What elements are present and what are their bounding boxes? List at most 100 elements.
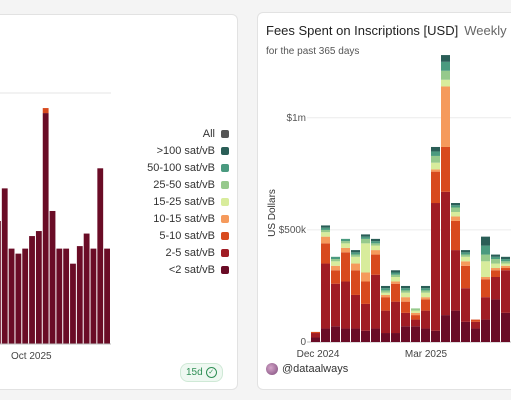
bar-segment[interactable]: [421, 285, 430, 289]
bar-segment[interactable]: [391, 274, 400, 277]
bar-segment[interactable]: [451, 310, 460, 342]
legend-item[interactable]: >100 sat/vB: [147, 142, 229, 159]
legend-item[interactable]: 10-15 sat/vB: [147, 210, 229, 227]
bar-segment[interactable]: [331, 270, 340, 284]
bar-segment[interactable]: [331, 283, 340, 327]
bar-segment[interactable]: [411, 326, 420, 342]
bar-segment[interactable]: [431, 162, 440, 170]
bar-segment[interactable]: [361, 238, 370, 244]
bar-segment[interactable]: [331, 326, 340, 342]
bar-segment[interactable]: [491, 254, 500, 257]
bar-segment[interactable]: [371, 245, 380, 251]
bar-segment[interactable]: [371, 328, 380, 342]
bar-segment[interactable]: [441, 146, 450, 192]
bar-segment[interactable]: [361, 236, 370, 239]
bar-segment[interactable]: [351, 250, 360, 253]
bar-segment[interactable]: [391, 276, 400, 282]
bar-segment[interactable]: [361, 281, 370, 304]
bar-segment[interactable]: [411, 308, 420, 311]
bar-segment[interactable]: [1, 188, 8, 344]
bar-segment[interactable]: [361, 303, 370, 331]
bar-segment[interactable]: [391, 283, 400, 302]
bar-segment[interactable]: [341, 328, 350, 342]
bar-segment[interactable]: [331, 256, 340, 260]
bar-segment[interactable]: [361, 243, 370, 273]
bar-segment[interactable]: [15, 253, 22, 344]
bar-segment[interactable]: [391, 301, 400, 334]
bar-segment[interactable]: [49, 210, 56, 344]
bar-segment[interactable]: [391, 281, 400, 284]
bar-segment[interactable]: [311, 337, 320, 342]
bar-segment[interactable]: [441, 55, 450, 62]
bar-segment[interactable]: [451, 203, 460, 206]
bar-segment[interactable]: [451, 205, 460, 208]
bar-segment[interactable]: [491, 270, 500, 277]
bar-segment[interactable]: [90, 248, 97, 344]
legend-item[interactable]: 5-10 sat/vB: [147, 227, 229, 244]
bar-segment[interactable]: [321, 225, 330, 228]
bar-segment[interactable]: [351, 254, 360, 257]
bar-segment[interactable]: [401, 297, 410, 302]
bar-segment[interactable]: [97, 168, 104, 344]
bar-segment[interactable]: [391, 333, 400, 342]
bar-segment[interactable]: [341, 243, 350, 248]
bar-segment[interactable]: [451, 216, 460, 221]
bar-segment[interactable]: [461, 261, 470, 266]
bar-segment[interactable]: [421, 290, 430, 293]
bar-segment[interactable]: [371, 243, 380, 246]
bar-segment[interactable]: [481, 297, 490, 320]
bar-segment[interactable]: [491, 276, 500, 300]
legend-item[interactable]: 25-50 sat/vB: [147, 176, 229, 193]
bar-segment[interactable]: [441, 191, 450, 316]
bar-segment[interactable]: [311, 331, 320, 334]
bar-segment[interactable]: [481, 236, 490, 246]
bar-segment[interactable]: [441, 79, 450, 87]
bar-segment[interactable]: [421, 310, 430, 329]
bar-segment[interactable]: [351, 328, 360, 342]
bar-segment[interactable]: [481, 261, 490, 277]
bar-segment[interactable]: [481, 319, 490, 342]
bar-segment[interactable]: [441, 70, 450, 80]
bar-segment[interactable]: [76, 246, 83, 344]
bar-segment[interactable]: [341, 238, 350, 242]
bar-segment[interactable]: [481, 245, 490, 255]
bar-segment[interactable]: [441, 315, 450, 342]
bar-segment[interactable]: [42, 108, 49, 114]
bar-segment[interactable]: [381, 297, 390, 311]
bar-segment[interactable]: [381, 292, 390, 295]
legend-item[interactable]: All: [147, 125, 229, 142]
bar-segment[interactable]: [361, 234, 370, 237]
bar-segment[interactable]: [411, 319, 420, 327]
bar-segment[interactable]: [501, 263, 510, 266]
bar-segment[interactable]: [421, 292, 430, 298]
bar-segment[interactable]: [451, 211, 460, 217]
bar-segment[interactable]: [401, 301, 410, 313]
bar-segment[interactable]: [401, 290, 410, 293]
bar-segment[interactable]: [431, 330, 440, 342]
bar-segment[interactable]: [411, 315, 420, 320]
timeframe-badge[interactable]: 15d ✓: [180, 363, 223, 382]
bar-segment[interactable]: [481, 276, 490, 280]
bar-segment[interactable]: [451, 207, 460, 212]
bar-segment[interactable]: [321, 227, 330, 230]
bar-segment[interactable]: [381, 310, 390, 334]
bar-segment[interactable]: [421, 299, 430, 311]
bar-segment[interactable]: [371, 238, 380, 242]
bar-segment[interactable]: [381, 294, 390, 298]
bar-segment[interactable]: [22, 248, 29, 344]
bar-segment[interactable]: [421, 328, 430, 342]
bar-segment[interactable]: [361, 330, 370, 342]
bar-segment[interactable]: [321, 236, 330, 244]
bar-segment[interactable]: [431, 169, 440, 172]
bar-segment[interactable]: [421, 297, 430, 300]
bar-segment[interactable]: [351, 263, 360, 271]
bar-segment[interactable]: [331, 261, 340, 266]
bar-segment[interactable]: [371, 274, 380, 329]
bar-segment[interactable]: [461, 321, 470, 342]
bar-segment[interactable]: [501, 259, 510, 262]
bar-segment[interactable]: [351, 294, 360, 329]
bar-segment[interactable]: [341, 247, 350, 253]
bar-segment[interactable]: [401, 312, 410, 327]
bar-segment[interactable]: [501, 268, 510, 271]
bar-segment[interactable]: [401, 288, 410, 291]
